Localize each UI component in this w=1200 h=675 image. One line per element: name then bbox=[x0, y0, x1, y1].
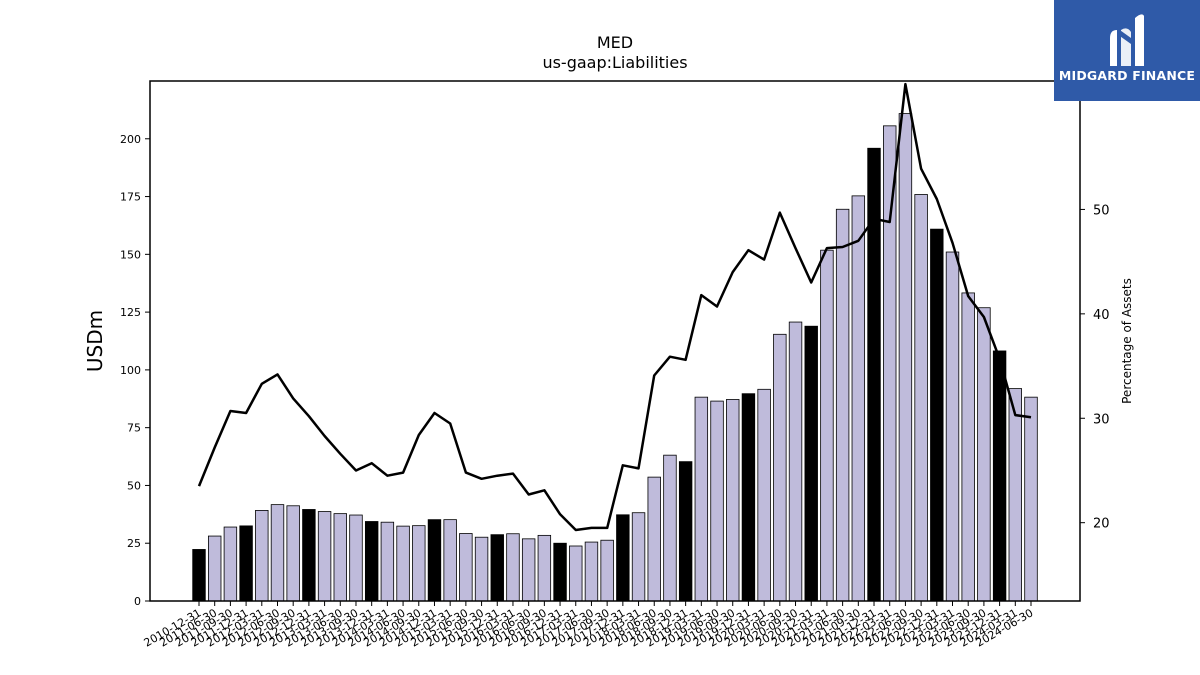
left-y-axis: 0 25 50 75 100 125 150 175 200 bbox=[120, 133, 150, 608]
bar bbox=[380, 521, 395, 602]
y-axis-label: USDm bbox=[83, 310, 107, 372]
bar bbox=[694, 396, 709, 602]
chart-title: MED bbox=[597, 33, 633, 52]
bar bbox=[788, 321, 803, 602]
brand-logo: MIDGARD FINANCE bbox=[1054, 0, 1200, 101]
bar bbox=[490, 534, 504, 602]
bar bbox=[506, 533, 520, 602]
y2-tick-label: 50 bbox=[1093, 203, 1110, 218]
bar bbox=[192, 549, 206, 602]
bar bbox=[631, 512, 646, 602]
logo-text: MIDGARD FINANCE bbox=[1058, 68, 1196, 83]
chart-subtitle: us-gaap:Liabilities bbox=[542, 53, 687, 72]
logo-mark-icon bbox=[1110, 14, 1144, 66]
bar bbox=[647, 476, 661, 602]
bar bbox=[1024, 396, 1038, 602]
bar bbox=[364, 521, 379, 602]
bar bbox=[255, 510, 269, 602]
bar bbox=[600, 539, 614, 602]
x-axis: 2010-12-312011-06-302011-09-302011-12-31… bbox=[142, 601, 1036, 650]
bar bbox=[1008, 388, 1023, 602]
y2-tick-label: 20 bbox=[1093, 517, 1110, 532]
bar bbox=[945, 251, 960, 602]
bar bbox=[349, 514, 363, 602]
right-y-axis: 20 30 40 50 bbox=[1080, 203, 1110, 532]
y-tick-label: 150 bbox=[120, 248, 141, 261]
bar bbox=[710, 400, 724, 602]
bar-series bbox=[192, 113, 1038, 602]
y-tick-label: 0 bbox=[134, 595, 141, 608]
bar bbox=[459, 533, 473, 602]
bar bbox=[537, 534, 552, 602]
bar bbox=[914, 194, 928, 602]
bar bbox=[773, 333, 787, 602]
y-tick-label: 75 bbox=[127, 422, 141, 435]
bar bbox=[521, 538, 536, 602]
bar bbox=[977, 307, 991, 602]
bar bbox=[396, 525, 410, 602]
y-tick-label: 25 bbox=[127, 537, 141, 550]
y2-tick-label: 30 bbox=[1093, 412, 1110, 427]
bar bbox=[474, 536, 489, 602]
bar bbox=[851, 195, 866, 602]
bar bbox=[239, 525, 253, 602]
y-tick-label: 100 bbox=[120, 364, 141, 377]
bar bbox=[333, 513, 347, 602]
bar bbox=[930, 228, 944, 602]
bar bbox=[898, 113, 913, 602]
bar bbox=[883, 125, 897, 602]
bar bbox=[804, 325, 818, 602]
y-tick-label: 50 bbox=[127, 479, 141, 492]
plot-area-frame bbox=[149, 80, 1081, 602]
bar bbox=[286, 505, 300, 602]
series-line bbox=[197, 82, 1032, 532]
bar bbox=[820, 249, 834, 602]
bar bbox=[757, 388, 771, 602]
bar bbox=[412, 525, 426, 602]
bar bbox=[663, 454, 677, 602]
bar bbox=[992, 350, 1007, 602]
bar bbox=[443, 519, 457, 602]
bar bbox=[616, 514, 630, 602]
y-tick-label: 125 bbox=[120, 306, 141, 319]
bar bbox=[584, 541, 599, 602]
bar bbox=[835, 208, 850, 602]
bar bbox=[427, 519, 442, 602]
bar bbox=[678, 461, 693, 602]
bar bbox=[553, 542, 567, 602]
bar bbox=[961, 292, 975, 602]
bar bbox=[317, 511, 332, 602]
y-tick-label: 175 bbox=[120, 191, 141, 204]
bar bbox=[867, 147, 881, 602]
bar bbox=[569, 545, 583, 602]
bar bbox=[726, 399, 740, 602]
line-series bbox=[197, 82, 1032, 532]
bar bbox=[270, 504, 285, 602]
y-tick-label: 200 bbox=[120, 133, 141, 146]
bar bbox=[207, 535, 222, 602]
y2-axis-label: Percentage of Assets bbox=[1120, 278, 1134, 404]
bar bbox=[741, 393, 756, 602]
bar bbox=[223, 526, 238, 602]
y2-tick-label: 40 bbox=[1093, 308, 1110, 323]
bar bbox=[302, 509, 316, 602]
